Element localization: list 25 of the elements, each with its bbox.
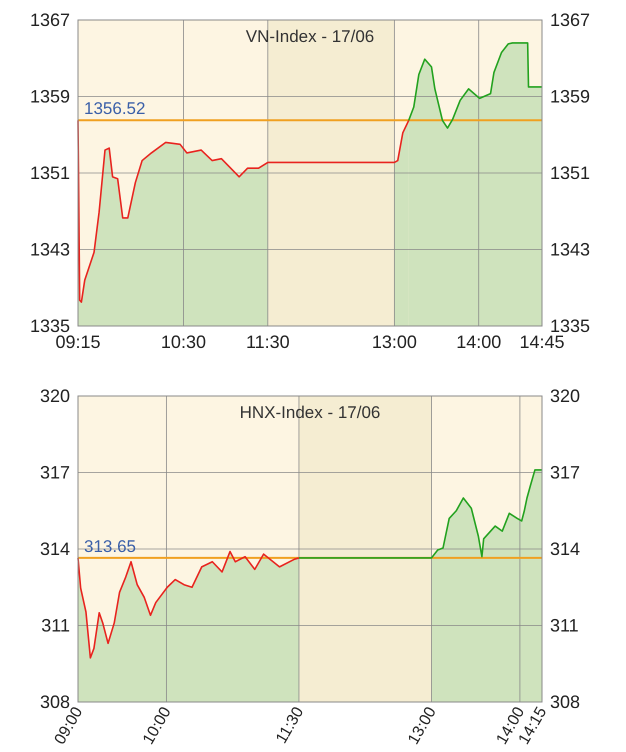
y-tick-label: 1367 — [30, 10, 70, 30]
chart-title: HNX-Index - 17/06 — [240, 403, 380, 422]
ref-line-label: 313.65 — [84, 536, 136, 556]
y2-tick-label: 317 — [550, 462, 580, 482]
y2-tick-label: 1359 — [550, 86, 590, 106]
y-tick-label: 311 — [41, 616, 70, 636]
x-tick-label: 11:30 — [246, 332, 290, 352]
y2-tick-label: 314 — [550, 539, 580, 559]
y2-tick-label: 311 — [550, 616, 579, 636]
y-tick-label: 308 — [40, 692, 70, 712]
y-tick-label: 317 — [40, 462, 70, 482]
y-tick-label: 1359 — [30, 86, 70, 106]
y2-tick-label: 308 — [550, 692, 580, 712]
y-tick-label: 1343 — [30, 240, 70, 260]
y-tick-label: 314 — [40, 539, 70, 559]
y-tick-label: 320 — [40, 386, 70, 406]
y2-tick-label: 1351 — [550, 163, 590, 183]
x-tick-label: 10:30 — [160, 332, 206, 352]
x-tick-label: 14:00 — [456, 332, 502, 352]
y2-tick-label: 1367 — [550, 10, 590, 30]
x-tick-label: 13:00 — [372, 332, 417, 352]
y2-tick-label: 320 — [550, 386, 580, 406]
y2-tick-label: 1343 — [550, 240, 590, 260]
y-tick-label: 1351 — [30, 163, 70, 183]
ref-line-label: 1356.52 — [84, 99, 146, 118]
